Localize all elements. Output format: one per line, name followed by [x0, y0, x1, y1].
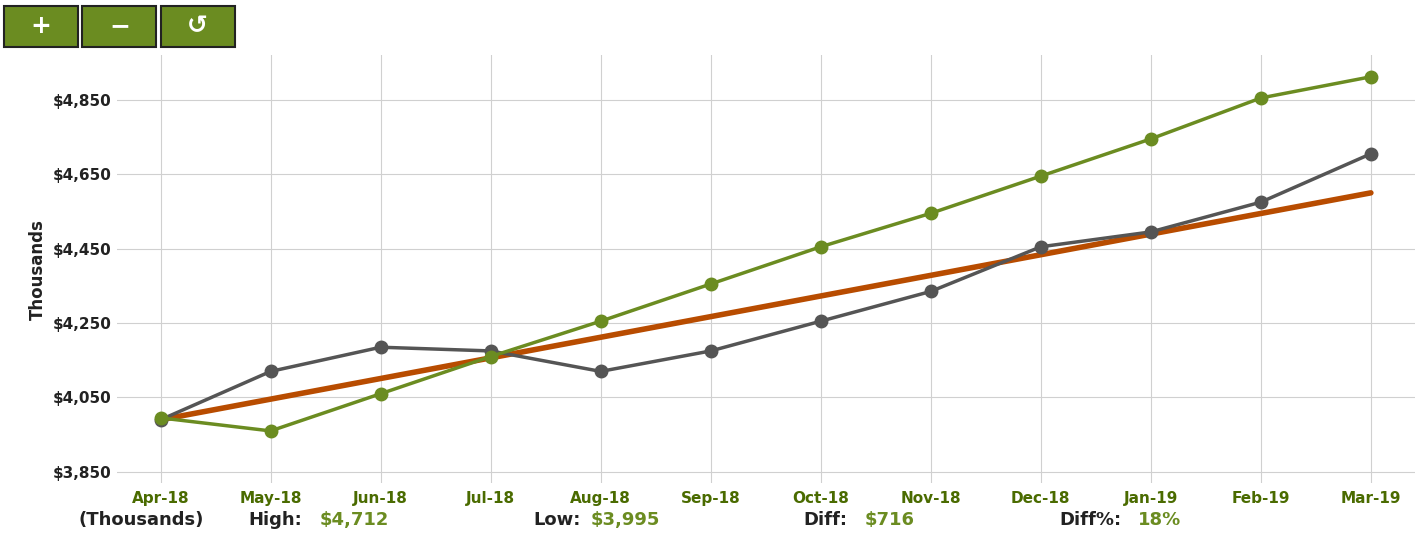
- FancyBboxPatch shape: [161, 6, 235, 47]
- Text: (Thousands): (Thousands): [78, 511, 203, 529]
- Text: High:: High:: [249, 511, 303, 529]
- FancyBboxPatch shape: [82, 6, 156, 47]
- Text: $4,712: $4,712: [320, 511, 390, 529]
- Text: Gross Revenue TTM: Gross Revenue TTM: [549, 12, 873, 40]
- Text: $3,995: $3,995: [590, 511, 660, 529]
- Text: Diff:: Diff:: [803, 511, 848, 529]
- FancyBboxPatch shape: [4, 6, 78, 47]
- Text: −: −: [109, 14, 129, 38]
- Text: Diff%:: Diff%:: [1059, 511, 1122, 529]
- Text: $716: $716: [865, 511, 914, 529]
- Text: 18%: 18%: [1138, 511, 1180, 529]
- Y-axis label: Thousands: Thousands: [30, 219, 47, 320]
- Text: ↺: ↺: [188, 14, 208, 38]
- Text: Low:: Low:: [533, 511, 580, 529]
- Text: +: +: [31, 14, 51, 38]
